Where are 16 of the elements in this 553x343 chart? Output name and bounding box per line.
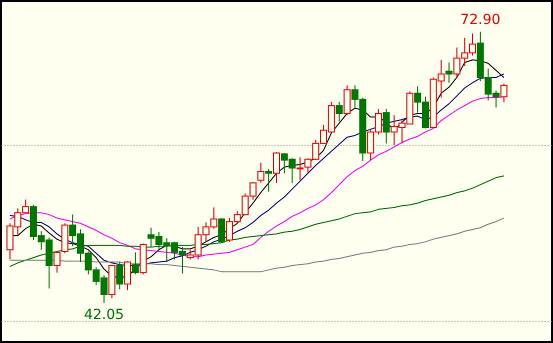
candlestick xyxy=(273,152,280,184)
candlestick xyxy=(445,62,452,84)
candlestick xyxy=(53,250,60,274)
candlestick xyxy=(344,84,351,116)
candlestick xyxy=(265,168,272,192)
candlestick xyxy=(218,218,226,242)
candlestick xyxy=(257,162,264,184)
candlestick xyxy=(124,260,132,291)
candlestick xyxy=(116,262,124,290)
annotation: 72.90 xyxy=(460,12,500,28)
candlestick xyxy=(336,102,343,122)
candlestick xyxy=(382,108,390,144)
candlestick xyxy=(296,156,304,181)
annotation: 42.05 xyxy=(84,306,124,323)
candlestick xyxy=(500,83,508,103)
candlestick xyxy=(132,252,139,275)
